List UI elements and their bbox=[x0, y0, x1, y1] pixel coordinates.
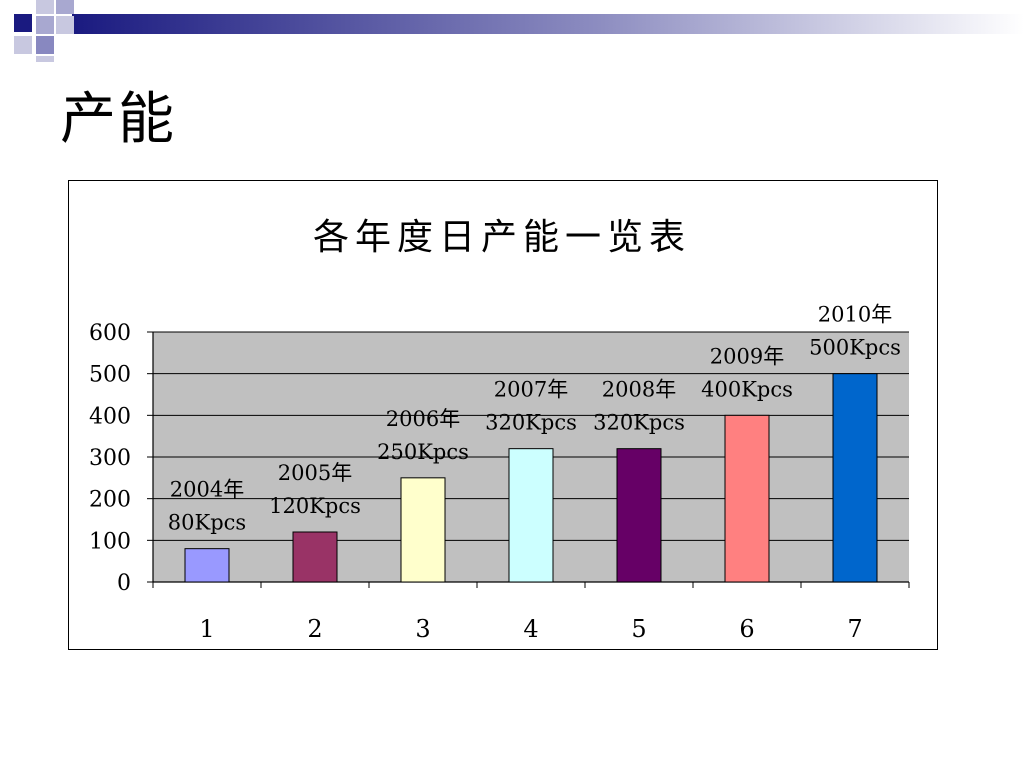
data-label-value: 320Kpcs bbox=[593, 411, 685, 435]
data-label-value: 400Kpcs bbox=[701, 377, 793, 401]
data-label-year: 2008年 bbox=[602, 378, 676, 402]
x-tick-label: 4 bbox=[523, 615, 538, 643]
slide-title: 产能 bbox=[60, 87, 176, 152]
x-tick-label: 5 bbox=[631, 615, 646, 643]
data-label-value: 250Kpcs bbox=[377, 440, 469, 464]
bar bbox=[508, 448, 554, 583]
chart-title: 各年度日产能一览表 bbox=[313, 217, 691, 258]
x-tick-label: 6 bbox=[739, 615, 754, 643]
data-label-year: 2009年 bbox=[710, 344, 784, 368]
bar bbox=[400, 477, 446, 583]
bar bbox=[616, 448, 662, 583]
bar bbox=[184, 548, 230, 583]
y-tick-label: 0 bbox=[117, 571, 131, 596]
bar bbox=[292, 531, 338, 583]
data-label-value: 320Kpcs bbox=[485, 411, 577, 435]
x-tick-label: 7 bbox=[847, 615, 862, 643]
y-tick-label: 500 bbox=[89, 363, 131, 388]
x-tick-label: 3 bbox=[415, 615, 430, 643]
data-label-year: 2004年 bbox=[170, 478, 244, 502]
data-label-value: 80Kpcs bbox=[168, 511, 246, 535]
y-tick-label: 100 bbox=[89, 529, 131, 554]
data-label-year: 2007年 bbox=[494, 378, 568, 402]
data-label-year: 2005年 bbox=[278, 461, 352, 485]
y-tick-label: 200 bbox=[89, 488, 131, 513]
data-label-value: 500Kpcs bbox=[809, 336, 901, 360]
y-tick-label: 300 bbox=[89, 446, 131, 471]
bar bbox=[724, 414, 770, 583]
bar-chart: 各年度日产能一览表 0 100 200 300 400 500 600 2004年 80Kpcs… bbox=[89, 217, 910, 643]
y-tick-label: 600 bbox=[89, 321, 131, 346]
x-tick-label: 1 bbox=[199, 615, 214, 643]
data-label-year: 2010年 bbox=[818, 303, 892, 327]
data-label-value: 120Kpcs bbox=[269, 494, 361, 518]
y-tick-label: 400 bbox=[89, 404, 131, 429]
x-tick-label: 2 bbox=[307, 615, 322, 643]
header-decoration bbox=[14, 0, 1024, 62]
bar bbox=[832, 373, 878, 583]
chart-container: 各年度日产能一览表 0 100 200 300 400 500 600 2004年 80Kpcs… bbox=[68, 180, 938, 650]
data-label-year: 2006年 bbox=[386, 407, 460, 431]
